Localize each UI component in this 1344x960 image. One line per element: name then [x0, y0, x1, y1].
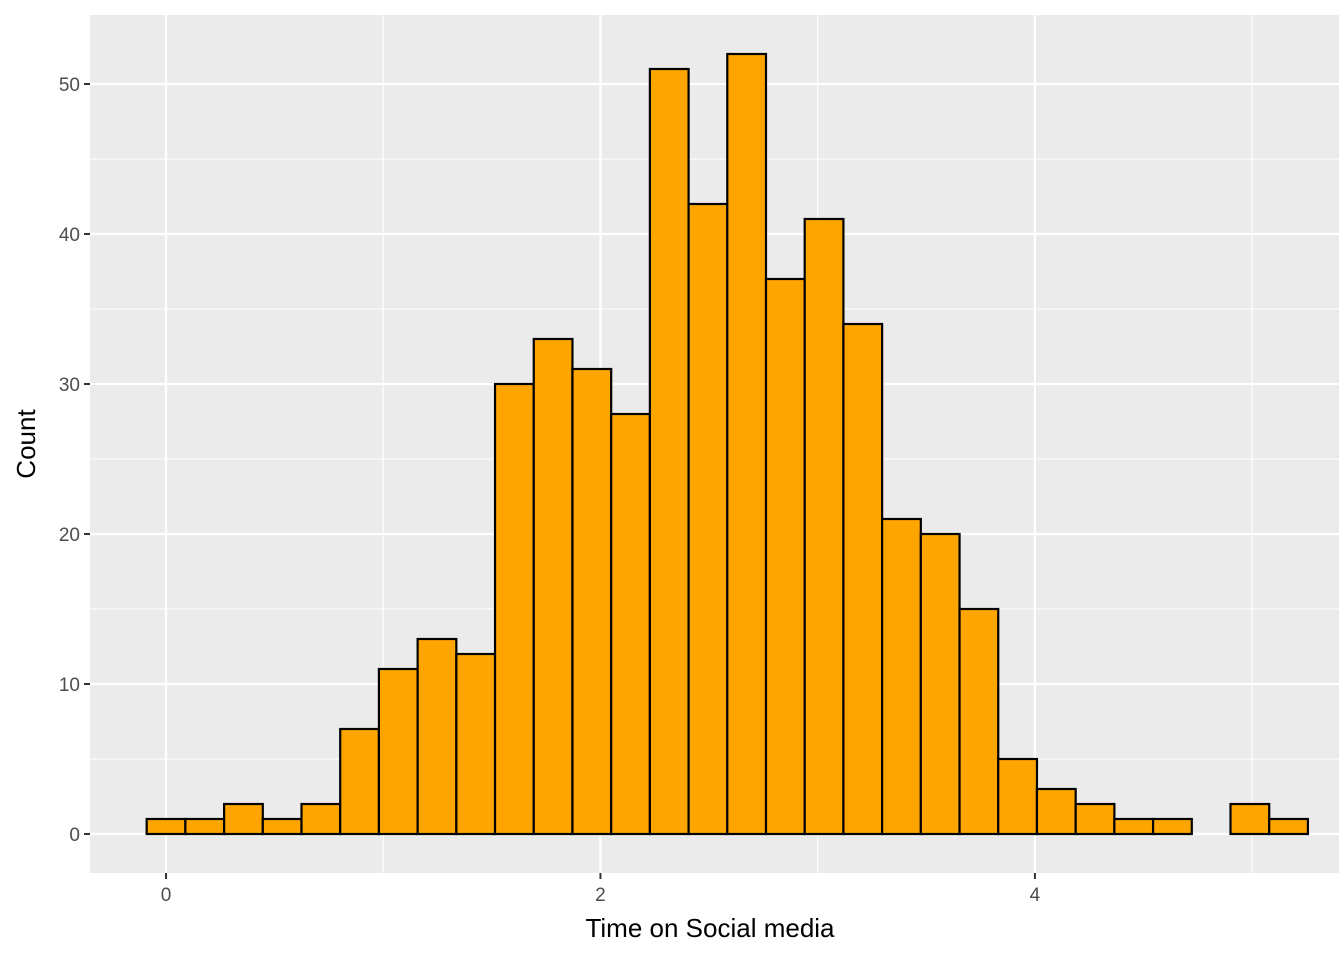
y-tick-label: 20 [59, 525, 80, 546]
histogram-bar [339, 727, 381, 836]
histogram-bar [610, 412, 651, 836]
histogram-bar [1268, 817, 1310, 836]
histogram-bar [726, 52, 768, 836]
histogram-bar [803, 217, 845, 836]
histogram-bar [1074, 802, 1116, 836]
histogram-bar [532, 337, 574, 836]
histogram-bar [842, 322, 884, 836]
y-tick-label: 10 [59, 675, 80, 696]
histogram-bar [377, 667, 419, 836]
histogram-bar [881, 517, 922, 836]
histogram-bar [145, 817, 187, 836]
histogram-bar [1229, 802, 1271, 836]
histogram-bar [764, 277, 806, 836]
histogram-bar [919, 532, 961, 836]
histogram-bar [184, 817, 226, 836]
histogram-bar [261, 817, 303, 836]
histogram-bar [300, 802, 342, 836]
histogram-bars [145, 52, 1310, 836]
histogram-bar [1113, 817, 1155, 836]
histogram-bar [958, 607, 1000, 836]
histogram-bar [1035, 787, 1077, 836]
histogram-bar [997, 757, 1039, 836]
histogram-bar [222, 802, 264, 836]
x-tick-label: 4 [1030, 885, 1041, 906]
y-tick-label: 30 [59, 375, 80, 396]
x-axis: 0 2 4 [161, 873, 1041, 906]
histogram-bar [493, 382, 535, 836]
x-tick-label: 0 [161, 885, 172, 906]
histogram-bar [455, 652, 497, 836]
y-axis-title: Count [11, 409, 41, 479]
y-axis: 0 10 20 30 40 50 [59, 75, 90, 846]
y-tick-label: 50 [59, 75, 80, 96]
y-tick-label: 0 [69, 825, 80, 846]
histogram-bar [648, 67, 690, 836]
histogram-bar [687, 202, 729, 836]
histogram-bar [416, 637, 458, 836]
histogram-bar [571, 367, 613, 836]
histogram-bar [1151, 817, 1193, 836]
y-tick-label: 40 [59, 225, 80, 246]
x-axis-title: Time on Social media [585, 913, 835, 943]
x-tick-label: 2 [595, 885, 606, 906]
